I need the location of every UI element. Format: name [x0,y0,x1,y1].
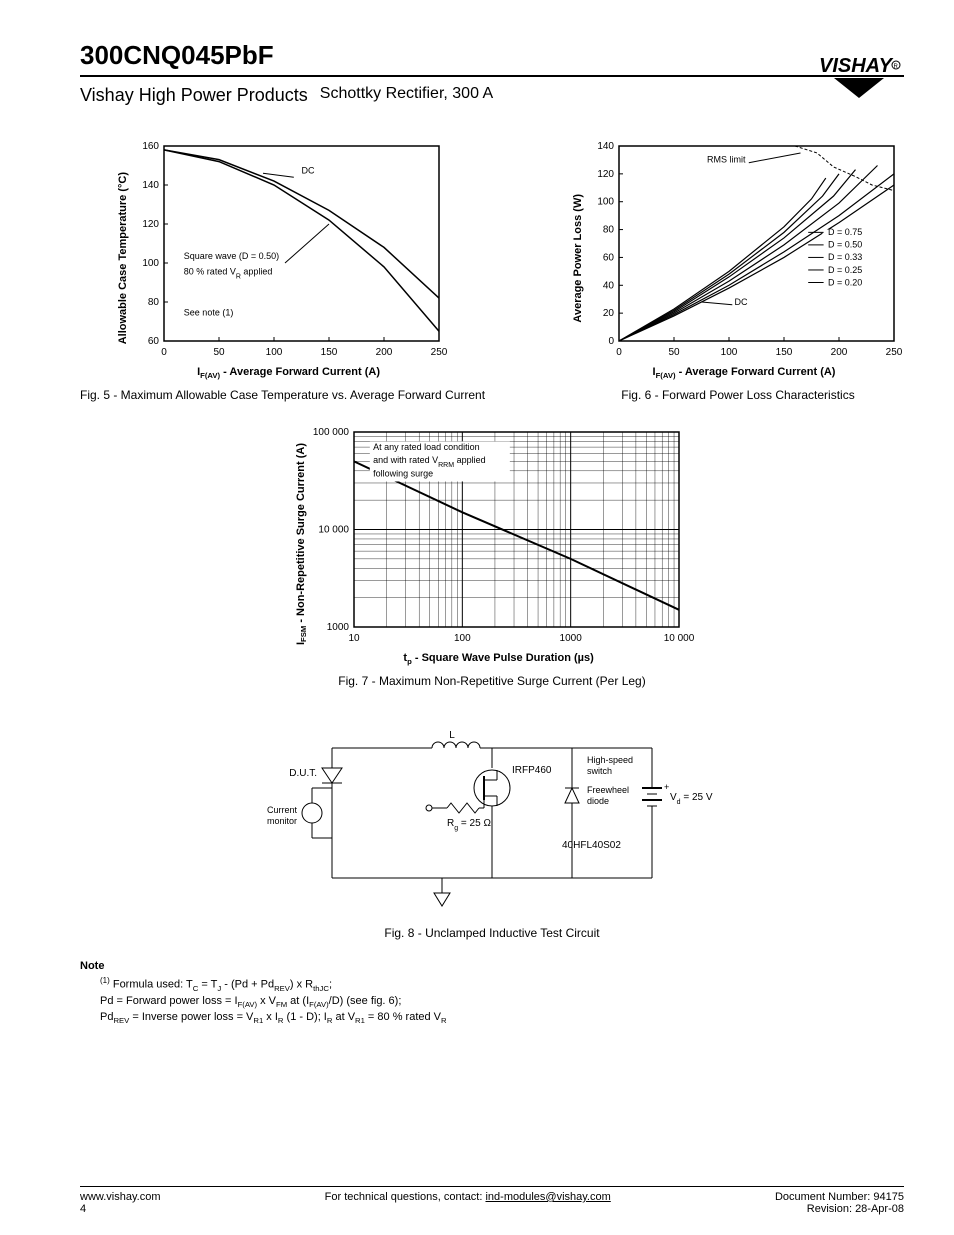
svg-text:100: 100 [265,347,282,358]
page-footer: www.vishay.com 4 For technical questions… [80,1186,904,1215]
svg-text:50: 50 [668,347,680,358]
svg-text:High-speed: High-speed [587,755,633,765]
svg-text:0: 0 [616,347,622,358]
part-number: 300CNQ045PbF [80,40,274,71]
svg-text:IRFP460: IRFP460 [512,765,552,776]
svg-text:100: 100 [454,633,471,644]
footer-email: ind-modules@vishay.com [485,1191,610,1203]
svg-text:See note (1): See note (1) [183,308,233,318]
svg-text:At any rated load condition: At any rated load condition [373,442,480,452]
svg-text:Freewheel: Freewheel [587,785,629,795]
svg-text:RMS limit: RMS limit [707,155,746,165]
vishay-logo: VISHAY R [814,48,904,103]
svg-text:+: + [664,782,669,792]
svg-text:100: 100 [597,197,614,208]
figure-5: Allowable Case Temperature (°C) 0 50 100 15… [80,136,485,402]
figure-6: Average Power Loss (W) 0 50 100 150 200 250 0 2… [572,136,904,402]
svg-text:D = 0.25: D = 0.25 [828,265,862,275]
fig8-caption: Fig. 8 - Unclamped Inductive Test Circui… [384,926,599,940]
product-line: Vishay High Power Products [80,85,308,106]
svg-text:60: 60 [147,336,159,347]
svg-text:Square wave (D = 0.50): Square wave (D = 0.50) [183,251,278,261]
product-desc: Schottky Rectifier, 300 A [320,85,493,106]
fig7-ylabel: IFSM - Non-Repetitive Surge Current (A) [295,443,308,645]
svg-text:0: 0 [161,347,167,358]
svg-text:20: 20 [603,308,615,319]
fig7-caption: Fig. 7 - Maximum Non-Repetitive Surge Cu… [338,674,645,688]
svg-text:DC: DC [735,297,748,307]
svg-text:Vd = 25 V: Vd = 25 V [670,792,713,806]
svg-text:0: 0 [608,336,614,347]
svg-text:following surge: following surge [373,469,433,479]
footer-url: www.vishay.com [80,1191,160,1203]
svg-text:100: 100 [142,258,159,269]
fig7-xlabel: tp - Square Wave Pulse Duration (µs) [403,652,593,666]
footer-page: 4 [80,1203,160,1215]
svg-text:50: 50 [213,347,225,358]
svg-text:switch: switch [587,766,612,776]
svg-text:80 % rated VR applied: 80 % rated VR applied [183,267,272,281]
fig5-ylabel: Allowable Case Temperature (°C) [117,172,129,344]
footer-doc: Document Number: 94175 [775,1191,904,1203]
svg-text:150: 150 [320,347,337,358]
svg-text:140: 140 [597,141,614,152]
note-1: (1) Formula used: TC = TJ - (Pd + PdREV)… [100,976,904,994]
figure-8: L D.U.T. Currentmonitor IRFP460 Rg = 25 Ω Fre… [80,718,904,940]
figure-7: IFSM - Non-Repetitive Surge Current (A) … [80,422,904,688]
svg-text:D = 0.75: D = 0.75 [828,227,862,237]
svg-text:60: 60 [603,252,615,263]
svg-text:Current: Current [267,805,298,815]
svg-text:diode: diode [587,796,609,806]
fig6-ylabel: Average Power Loss (W) [572,194,584,323]
fig6-caption: Fig. 6 - Forward Power Loss Characterist… [621,388,854,402]
fig6-xlabel: IF(AV) - Average Forward Current (A) [653,366,836,380]
svg-text:DC: DC [301,165,314,175]
svg-text:250: 250 [430,347,447,358]
fig5-caption: Fig. 5 - Maximum Allowable Case Temperat… [80,388,485,402]
svg-text:250: 250 [886,347,903,358]
note-3: PdREV = Inverse power loss = VR1 x IR (1… [100,1010,904,1026]
svg-text:D = 0.20: D = 0.20 [828,277,862,287]
svg-text:40: 40 [603,280,615,291]
svg-text:D = 0.50: D = 0.50 [828,240,862,250]
svg-text:80: 80 [147,297,159,308]
notes-heading: Note [80,960,904,972]
svg-text:1000: 1000 [559,633,582,644]
svg-text:140: 140 [142,180,159,191]
svg-text:D.U.T.: D.U.T. [289,768,317,779]
svg-text:120: 120 [597,169,614,180]
svg-text:10 000: 10 000 [663,633,694,644]
svg-text:200: 200 [375,347,392,358]
svg-text:150: 150 [776,347,793,358]
note-2: Pd = Forward power loss = IF(AV) x VFM a… [100,994,904,1010]
svg-text:10 000: 10 000 [318,525,349,536]
svg-text:monitor: monitor [267,816,297,826]
notes-section: Note (1) Formula used: TC = TJ - (Pd + P… [80,960,904,1026]
footer-contact: For technical questions, contact: [325,1191,486,1203]
svg-text:200: 200 [831,347,848,358]
footer-rev: Revision: 28-Apr-08 [775,1203,904,1215]
fig5-xlabel: IF(AV) - Average Forward Current (A) [197,366,380,380]
svg-text:100 000: 100 000 [312,427,349,438]
svg-text:D = 0.33: D = 0.33 [828,252,862,262]
svg-text:10: 10 [348,633,360,644]
svg-text:Rg = 25 Ω: Rg = 25 Ω [447,818,491,832]
svg-text:40HFL40S02: 40HFL40S02 [562,840,621,851]
svg-text:80: 80 [603,225,615,236]
svg-text:100: 100 [721,347,738,358]
svg-text:VISHAY: VISHAY [819,55,894,77]
svg-text:L: L [449,730,455,741]
svg-text:160: 160 [142,141,159,152]
svg-text:1000: 1000 [326,622,349,633]
svg-text:R: R [894,64,899,70]
svg-text:120: 120 [142,219,159,230]
